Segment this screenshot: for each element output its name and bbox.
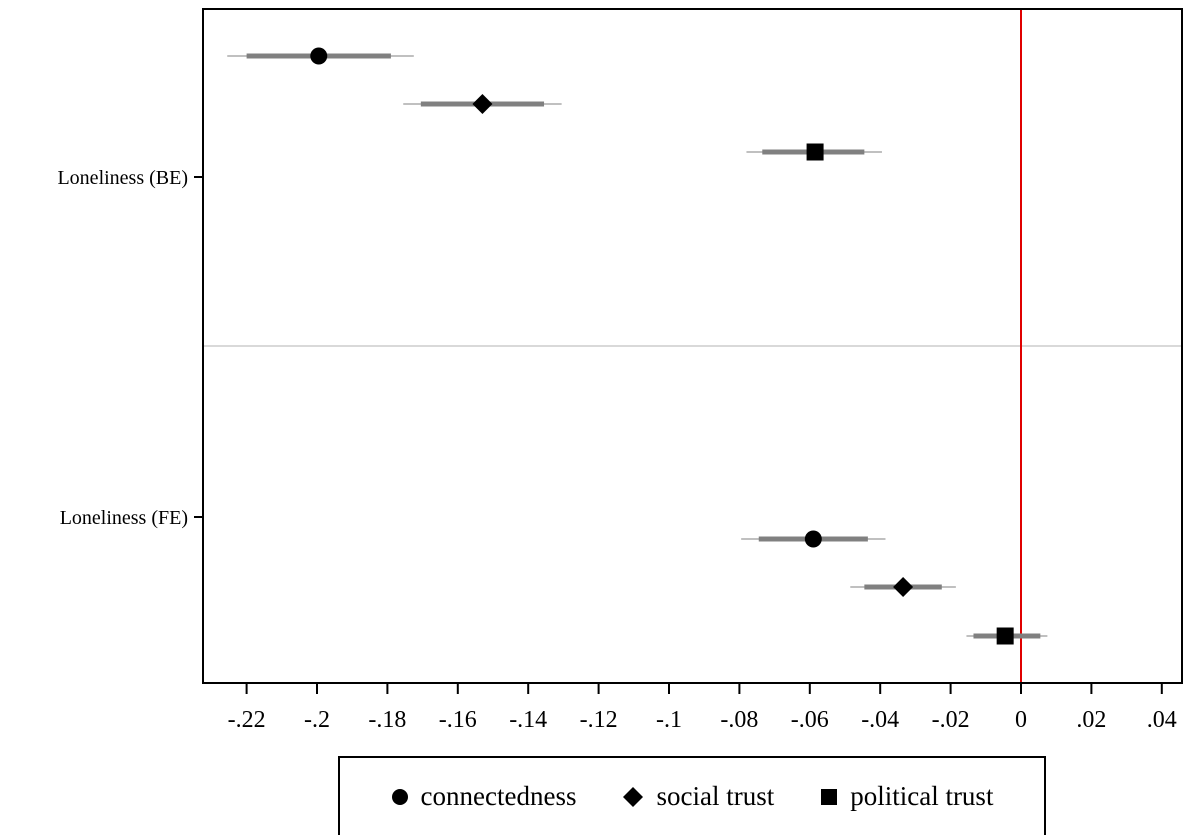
x-tick-label: -.16 <box>439 707 477 733</box>
legend-label: social trust <box>656 781 775 811</box>
x-tick-label: -.18 <box>368 707 406 733</box>
legend: connectedness social trust political tru… <box>338 756 1046 835</box>
x-tick-label: -.02 <box>932 707 970 733</box>
x-tick-label: -.1 <box>656 707 682 733</box>
x-tick-label: -.14 <box>509 707 547 733</box>
square-marker-icon <box>821 788 838 805</box>
point-marker-diamond <box>472 94 493 114</box>
point-marker-square <box>806 143 824 161</box>
legend-label: political trust <box>850 781 994 811</box>
legend-item-political-trust: political trust <box>820 781 993 812</box>
x-tick-label: .02 <box>1076 707 1106 733</box>
x-tick-label: -.12 <box>580 707 618 733</box>
x-tick-label: -.22 <box>228 707 266 733</box>
diamond-marker-icon <box>623 786 644 807</box>
point-marker-diamond <box>893 577 914 597</box>
x-tick-label: -.2 <box>304 707 330 733</box>
legend-item-connectedness: connectedness <box>391 781 577 812</box>
point-marker-circle <box>804 530 822 548</box>
x-tick-label: -.04 <box>861 707 899 733</box>
circle-marker-icon <box>391 788 408 805</box>
point-marker-square <box>996 627 1014 645</box>
x-tick-label: .04 <box>1147 707 1177 733</box>
point-marker-circle <box>310 47 328 65</box>
legend-item-social-trust: social trust <box>622 781 774 812</box>
y-tick-label: Loneliness (FE) <box>60 507 188 529</box>
coefficient-chart: Loneliness (BE) Loneliness (FE) -.22 -.2 -.… <box>57 8 1183 733</box>
y-tick-label: Loneliness (BE) <box>57 167 188 189</box>
x-tick-label: -.06 <box>791 707 829 733</box>
x-tick-label: -.08 <box>720 707 758 733</box>
x-tick-label: 0 <box>1015 707 1027 733</box>
legend-label: connectedness <box>420 781 577 811</box>
